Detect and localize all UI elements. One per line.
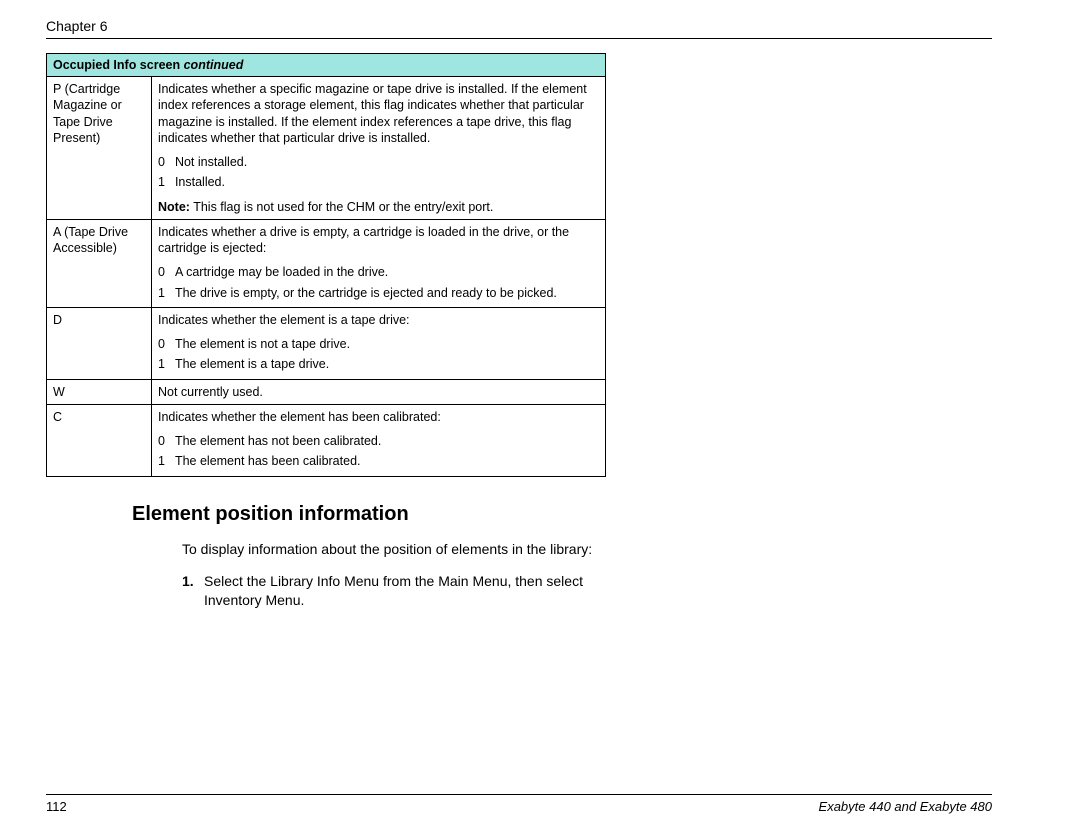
note-text: This flag is not used for the CHM or the… bbox=[193, 200, 493, 214]
header-rule bbox=[46, 38, 992, 39]
table-title-cont: continued bbox=[184, 58, 244, 72]
value-list: 0A cartridge may be loaded in the drive.… bbox=[158, 262, 557, 303]
step-text: Select the Library Info Menu from the Ma… bbox=[204, 572, 632, 610]
table-title-bold: Occupied Info screen bbox=[53, 58, 180, 72]
doc-title: Exabyte 440 and Exabyte 480 bbox=[819, 799, 992, 814]
row-label: P (Cartridge Magazine or Tape Drive Pres… bbox=[47, 77, 152, 220]
value-list: 0Not installed. 1Installed. bbox=[158, 152, 247, 193]
occupied-info-table: Occupied Info screen continued P (Cartri… bbox=[46, 53, 606, 477]
row-desc: Indicates whether the element is a tape … bbox=[158, 312, 599, 328]
footer-rule bbox=[46, 794, 992, 795]
row-desc: Indicates whether a specific magazine or… bbox=[158, 81, 599, 146]
row-content: Indicates whether the element has been c… bbox=[152, 404, 606, 476]
row-label: D bbox=[47, 307, 152, 379]
row-content: Indicates whether a specific magazine or… bbox=[152, 77, 606, 220]
value-list: 0The element has not been calibrated. 1T… bbox=[158, 431, 381, 472]
intro-text: To display information about the positio… bbox=[182, 540, 622, 559]
note-label: Note: bbox=[158, 200, 190, 214]
row-content: Indicates whether a drive is empty, a ca… bbox=[152, 219, 606, 307]
row-label: W bbox=[47, 379, 152, 404]
row-desc: Indicates whether a drive is empty, a ca… bbox=[158, 224, 599, 257]
table-row: P (Cartridge Magazine or Tape Drive Pres… bbox=[47, 77, 606, 220]
row-content: Not currently used. bbox=[152, 379, 606, 404]
table-header: Occupied Info screen continued bbox=[47, 54, 606, 77]
table-row: D Indicates whether the element is a tap… bbox=[47, 307, 606, 379]
step-item: 1. Select the Library Info Menu from the… bbox=[182, 572, 632, 610]
page-footer: 112 Exabyte 440 and Exabyte 480 bbox=[46, 794, 992, 814]
step-number: 1. bbox=[182, 572, 204, 610]
row-desc: Not currently used. bbox=[158, 384, 599, 400]
table-row: C Indicates whether the element has been… bbox=[47, 404, 606, 476]
row-label: C bbox=[47, 404, 152, 476]
table-row: A (Tape Drive Accessible) Indicates whet… bbox=[47, 219, 606, 307]
chapter-label: Chapter 6 bbox=[46, 18, 992, 34]
table-row: W Not currently used. bbox=[47, 379, 606, 404]
row-label: A (Tape Drive Accessible) bbox=[47, 219, 152, 307]
row-content: Indicates whether the element is a tape … bbox=[152, 307, 606, 379]
value-list: 0The element is not a tape drive. 1The e… bbox=[158, 334, 350, 375]
step-list: 1. Select the Library Info Menu from the… bbox=[182, 572, 632, 610]
note: Note: This flag is not used for the CHM … bbox=[158, 199, 599, 215]
section-title: Element position information bbox=[132, 503, 992, 526]
row-desc: Indicates whether the element has been c… bbox=[158, 409, 599, 425]
page-number: 112 bbox=[46, 799, 67, 814]
